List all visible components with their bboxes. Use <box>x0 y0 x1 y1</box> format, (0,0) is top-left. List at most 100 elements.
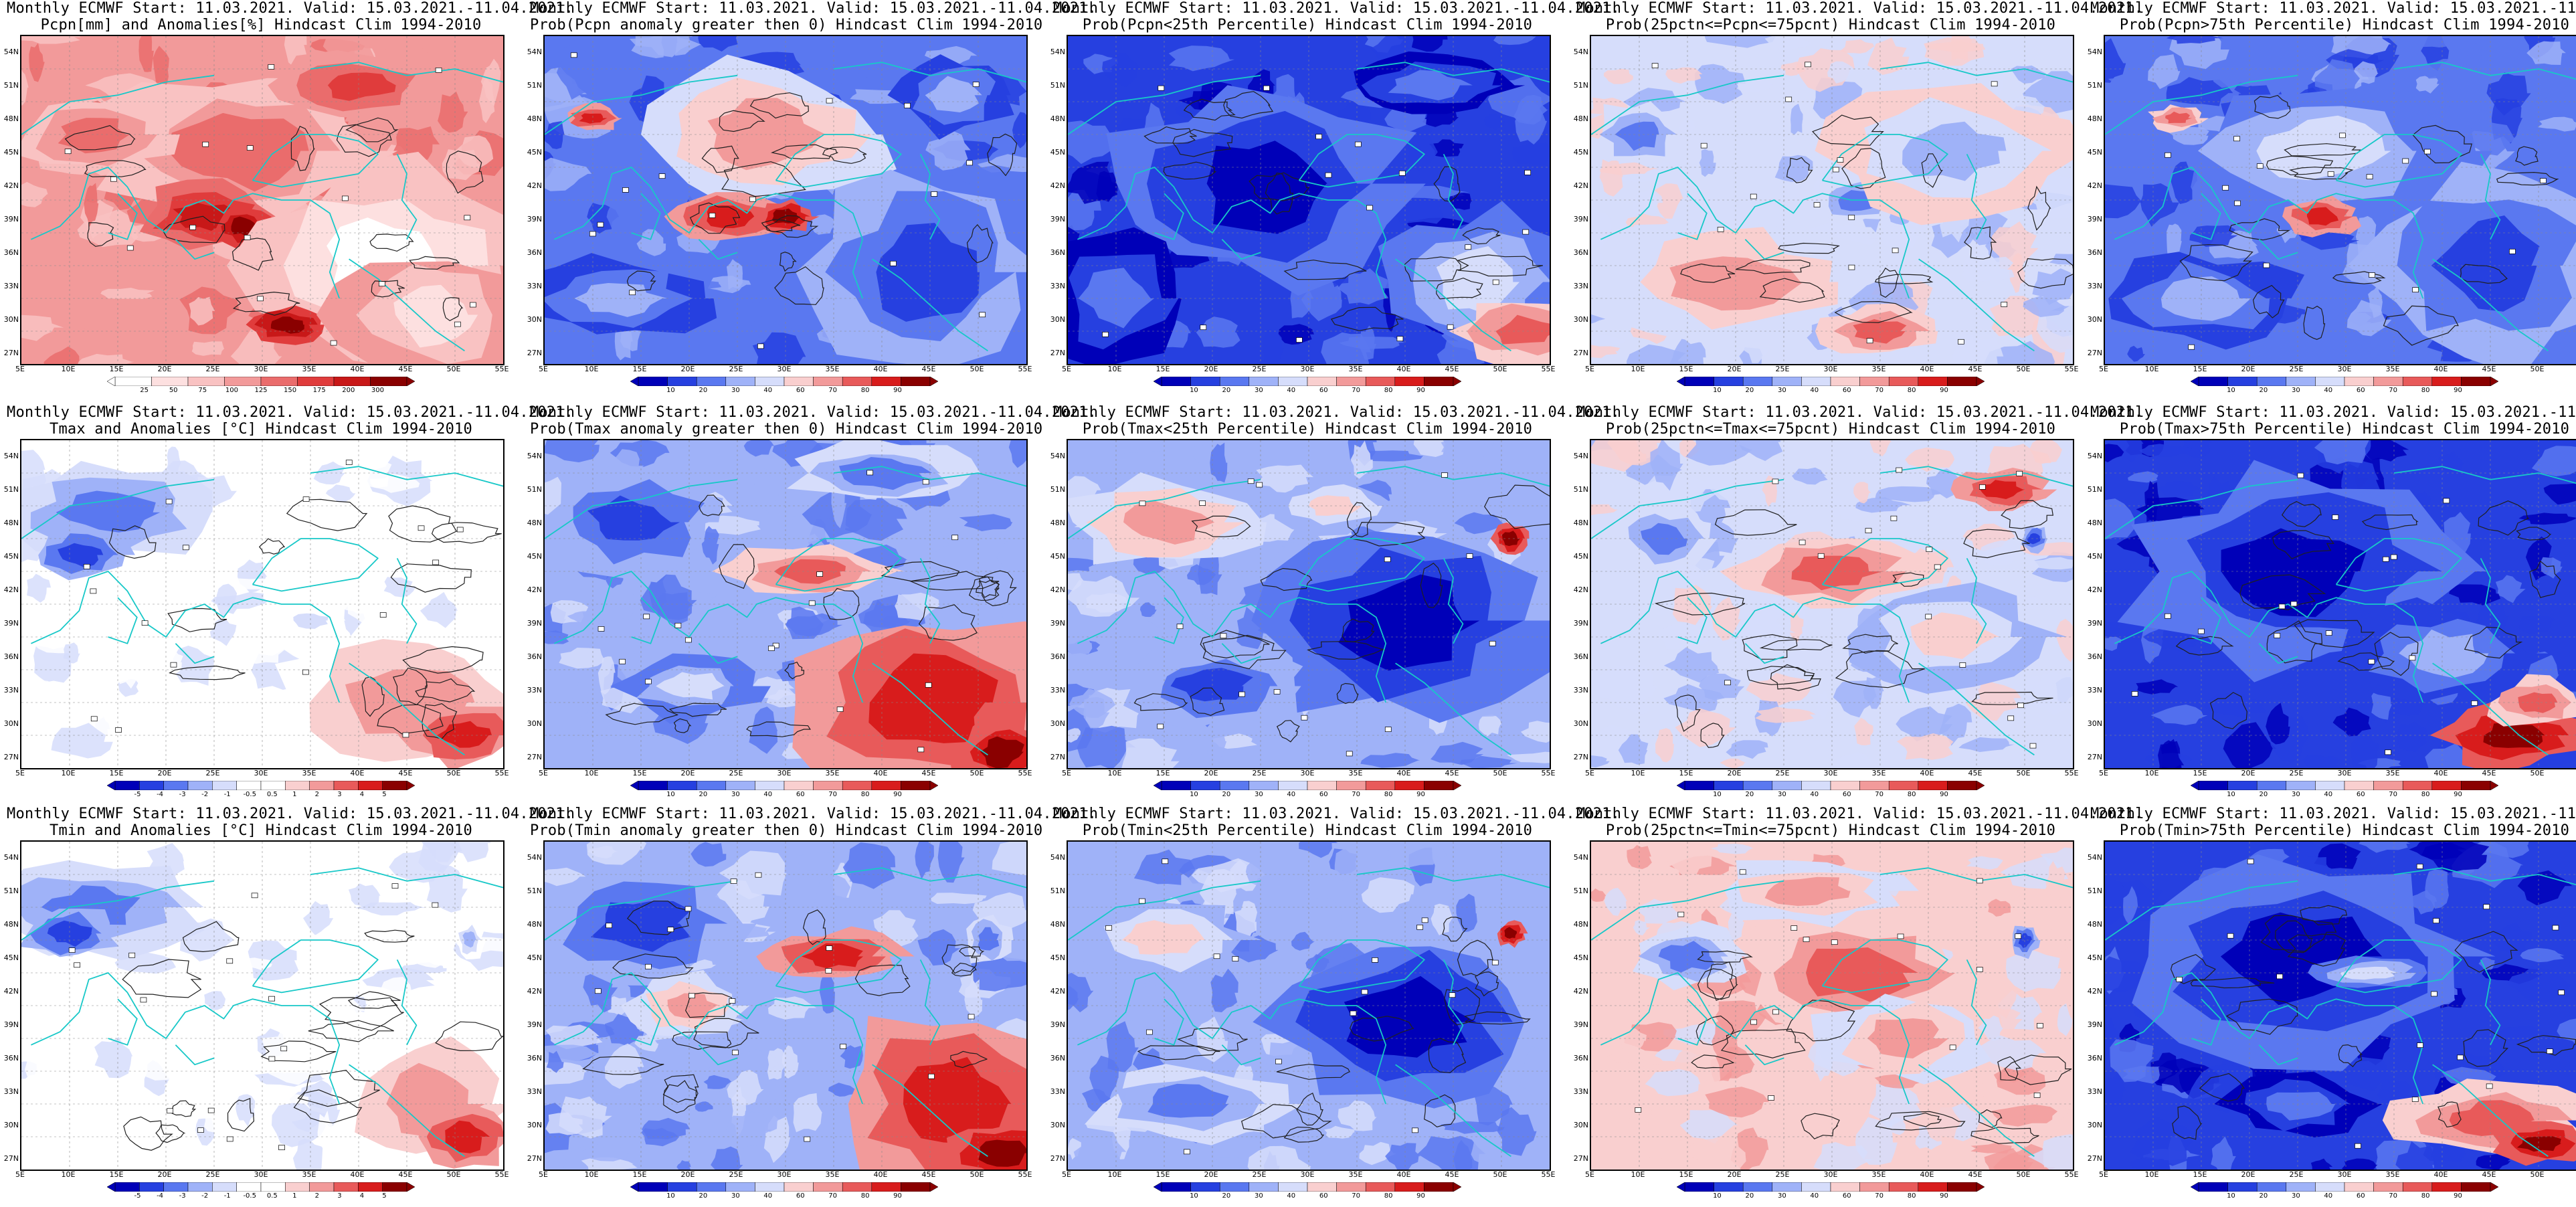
latitude-label: 42N <box>1048 988 1065 996</box>
colorbar-tick-label: 5 <box>373 1192 395 1200</box>
panel-title-line1: Monthly ECMWF Start: 11.03.2021. Valid: … <box>1053 404 1562 421</box>
colorbar-tick-label: 10 <box>1182 387 1205 394</box>
colorbar-segment <box>2228 1182 2258 1192</box>
station-marker <box>279 1145 285 1150</box>
station-marker <box>1346 751 1352 756</box>
latitude-label: 51N <box>2085 82 2102 90</box>
latitude-label: 45N <box>525 149 542 157</box>
station-marker <box>1350 1011 1356 1016</box>
longitude-label: 45E <box>1965 769 1985 777</box>
longitude-label: 50E <box>967 769 987 777</box>
station-marker <box>1960 662 1966 667</box>
station-marker <box>2223 185 2229 190</box>
longitude-label: 40E <box>870 1171 891 1179</box>
station-marker <box>1525 170 1531 175</box>
colorbar-tick-label: 60 <box>1835 1192 1858 1200</box>
longitude-label: 5E <box>533 1171 553 1179</box>
longitude-label: 20E <box>155 365 175 373</box>
latitude-label: 36N <box>1571 653 1588 661</box>
colorbar-tick-label: 20 <box>1738 1192 1761 1200</box>
longitude-label: 55E <box>492 1171 512 1179</box>
longitude-label: 20E <box>678 1171 698 1179</box>
colorbar-max-arrow <box>2490 1182 2498 1192</box>
map-svg <box>1068 440 1550 768</box>
station-marker <box>403 733 409 737</box>
colorbar-tick-label: 60 <box>1312 387 1335 394</box>
station-marker <box>1232 957 1238 961</box>
colorbar-tick-label: 60 <box>1312 791 1335 798</box>
longitude-label: 25E <box>726 365 746 373</box>
colorbar-tick-label: 70 <box>2382 791 2405 798</box>
latitude-label: 27N <box>1 753 19 761</box>
colorbar-segment <box>2461 781 2490 790</box>
station-marker <box>1372 957 1378 962</box>
longitude-label: 40E <box>347 365 367 373</box>
panel-title-line1: Monthly ECMWF Start: 11.03.2021. Valid: … <box>530 404 1038 421</box>
forecast-panel: Monthly ECMWF Start: 11.03.2021. Valid: … <box>1576 806 2085 1207</box>
colorbar-segment <box>383 781 407 790</box>
latitude-label: 36N <box>1 653 19 661</box>
colorbar-segment <box>1191 1182 1220 1192</box>
forecast-panel: Monthly ECMWF Start: 11.03.2021. Valid: … <box>1053 404 1562 806</box>
longitude-label: 10E <box>581 769 602 777</box>
map-svg <box>545 36 1026 364</box>
station-marker <box>2385 750 2391 755</box>
station-marker <box>1958 339 1964 344</box>
station-marker <box>1791 926 1797 931</box>
station-marker <box>2540 179 2546 183</box>
colorbar-tick-label: 70 <box>822 791 844 798</box>
station-marker <box>1355 142 1361 147</box>
latitude-label: 54N <box>1571 854 1588 862</box>
colorbar-tick-label: 90 <box>1933 791 1956 798</box>
colorbar-segment <box>334 1182 358 1192</box>
longitude-label: 45E <box>919 1171 939 1179</box>
colorbar-tick-label: 90 <box>887 791 909 798</box>
longitude-label: 50E <box>2013 1171 2033 1179</box>
latitude-label: 45N <box>1048 149 1065 157</box>
station-marker <box>768 646 774 650</box>
longitude-label: 45E <box>395 769 416 777</box>
latitude-label: 33N <box>1 686 19 694</box>
colorbar-segment <box>1220 1182 1249 1192</box>
station-marker <box>303 497 309 502</box>
longitude-label: 15E <box>1676 769 1696 777</box>
colorbar-segment <box>1831 781 1860 790</box>
colorbar-segment <box>2432 377 2462 386</box>
longitude-label: 40E <box>2431 365 2451 373</box>
station-marker <box>1467 554 1473 559</box>
panel-title: Monthly ECMWF Start: 11.03.2021. Valid: … <box>2090 0 2576 33</box>
station-marker <box>620 659 626 664</box>
latitude-label: 39N <box>1048 215 1065 223</box>
map-area <box>1590 439 2074 769</box>
colorbar-min-arrow <box>107 1182 115 1192</box>
latitude-label: 45N <box>1048 954 1065 962</box>
colorbar-max-arrow <box>407 781 415 790</box>
latitude-label: 30N <box>525 316 542 324</box>
colorbar-tick-label: 175 <box>308 387 331 394</box>
longitude-label: 30E <box>1297 769 1317 777</box>
station-marker <box>980 312 986 317</box>
colorbar-segment <box>1162 1182 1191 1192</box>
station-marker <box>2257 164 2263 169</box>
station-marker <box>2431 992 2437 996</box>
panel-title: Monthly ECMWF Start: 11.03.2021. Valid: … <box>1053 806 1562 839</box>
latitude-label: 48N <box>525 115 542 123</box>
station-marker <box>2417 1043 2423 1048</box>
longitude-label: 10E <box>1105 365 1125 373</box>
forecast-panel: Monthly ECMWF Start: 11.03.2021. Valid: … <box>7 404 515 806</box>
latitude-label: 36N <box>1571 249 1588 257</box>
colorbar-tick-label: 5 <box>373 791 395 798</box>
longitude-label: 55E <box>2061 769 2082 777</box>
panel-title-line2: Prob(Tmax>75th Percentile) Hindcast Clim… <box>2090 421 2576 438</box>
colorbar-segment <box>310 1182 334 1192</box>
latitude-label: 30N <box>1 316 19 324</box>
colorbar-segment <box>1743 781 1772 790</box>
latitude-label: 42N <box>1 586 19 594</box>
colorbar-tick-label: 30 <box>2284 387 2307 394</box>
station-marker <box>2165 153 2171 157</box>
longitude-label: 50E <box>1490 365 1510 373</box>
station-marker <box>928 1074 934 1079</box>
